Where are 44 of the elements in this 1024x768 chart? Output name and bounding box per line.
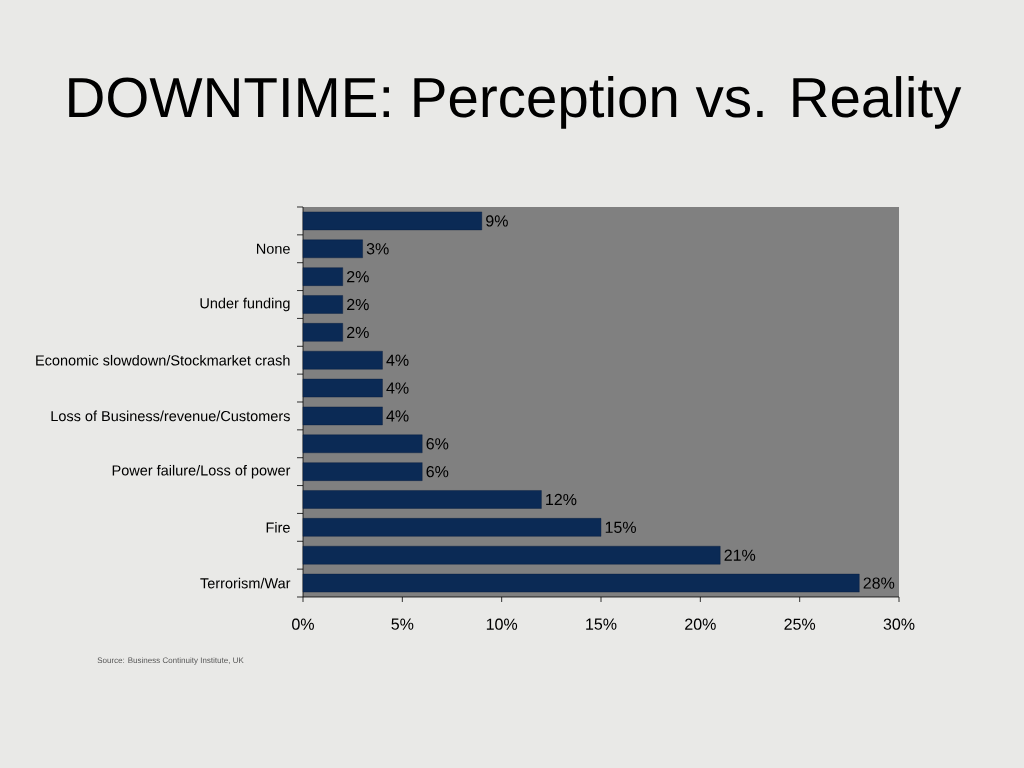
data-label: 4% bbox=[386, 410, 409, 422]
bar bbox=[302, 518, 602, 537]
source-note: Source: Business Continuity Institute, UK bbox=[97, 657, 244, 665]
data-label: 2% bbox=[347, 298, 369, 311]
data-label: 6% bbox=[426, 465, 449, 478]
data-label: 12% bbox=[546, 493, 577, 506]
data-label: 15% bbox=[605, 521, 636, 533]
data-label: 21% bbox=[724, 549, 756, 561]
bar bbox=[302, 211, 483, 231]
data-label: 2% bbox=[347, 326, 369, 338]
y-tick-label: Loss of Business/revenue/Customers bbox=[51, 410, 290, 422]
y-tick-label: None bbox=[257, 243, 290, 254]
bar bbox=[302, 406, 383, 426]
x-tick-label: 5% bbox=[391, 618, 414, 630]
y-tick-label: Fire bbox=[266, 522, 290, 533]
x-tick-label: 25% bbox=[784, 618, 816, 630]
chart-title: DOWNTIME: Perception vs. Reality bbox=[69, 76, 962, 129]
data-label: 6% bbox=[426, 438, 449, 450]
x-tick-label: 10% bbox=[486, 618, 518, 630]
data-label: 9% bbox=[486, 215, 508, 227]
bar bbox=[302, 490, 542, 509]
bar bbox=[302, 267, 343, 286]
bar bbox=[302, 239, 363, 258]
y-tick-label: Economic slowdown/Stockmarket crash bbox=[36, 354, 290, 366]
data-label: 4% bbox=[386, 354, 409, 366]
y-tick-label: Terrorism/War bbox=[200, 577, 291, 589]
bar bbox=[302, 295, 343, 314]
y-tick-label: Power failure/Loss of power bbox=[112, 464, 291, 479]
data-label: 28% bbox=[863, 577, 895, 589]
data-label: 2% bbox=[347, 271, 369, 283]
x-tick-label: 15% bbox=[586, 618, 617, 630]
bar bbox=[302, 434, 423, 453]
bar bbox=[302, 351, 383, 370]
x-tick-label: 30% bbox=[883, 618, 915, 630]
bar bbox=[302, 546, 721, 565]
x-tick-label: 20% bbox=[685, 618, 716, 630]
data-label: 4% bbox=[386, 382, 409, 394]
bar bbox=[302, 378, 383, 398]
bar bbox=[302, 462, 423, 481]
y-tick-label: Under funding bbox=[200, 297, 290, 312]
data-label: 3% bbox=[366, 243, 389, 255]
bar bbox=[302, 323, 343, 342]
x-tick-label: 0% bbox=[292, 618, 314, 630]
bar bbox=[302, 573, 860, 593]
